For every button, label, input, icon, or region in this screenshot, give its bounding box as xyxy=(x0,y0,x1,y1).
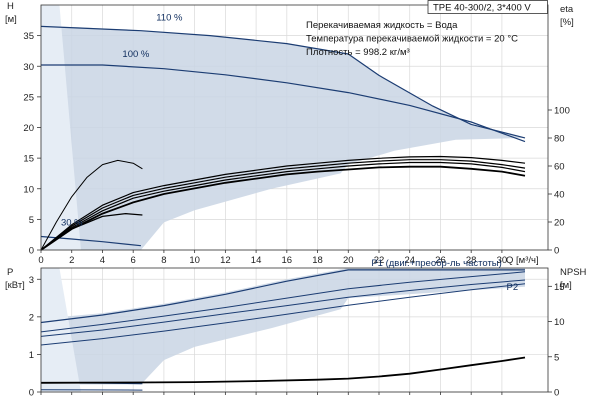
tick-label-x: 8 xyxy=(161,255,166,266)
tick-label-left: 20 xyxy=(23,123,34,134)
tick-label-x: 24 xyxy=(404,255,415,266)
curve-label: P1 (двиг.+преобр-ль частоты) xyxy=(371,258,501,269)
tick-label-left: 1 xyxy=(29,350,34,361)
tick-label-right: 20 xyxy=(554,218,565,229)
y-axis-unit-right: [м] xyxy=(560,280,572,291)
tick-label-x: 26 xyxy=(435,255,446,266)
tick-label-right: 0 xyxy=(554,388,559,399)
tick-label-x: 2 xyxy=(69,255,74,266)
series-line-1-2 xyxy=(40,279,526,337)
series-line-0-8 xyxy=(40,212,143,251)
tick-label-x: 22 xyxy=(374,255,385,266)
series-line-0-3 xyxy=(40,155,526,251)
tick-label-x: 18 xyxy=(312,255,323,266)
tick-label-x: 30 xyxy=(497,255,508,266)
title-box xyxy=(427,0,548,14)
y-axis-unit-left: [м] xyxy=(5,14,17,25)
chart-title: TPE 40-300/2, 3*400 V xyxy=(433,3,531,14)
series-line-0-5 xyxy=(40,161,526,251)
tick-label-left: 15 xyxy=(23,154,34,165)
tick-label-x: 4 xyxy=(100,255,105,266)
low-flow-region xyxy=(41,268,81,392)
tick-label-x: 0 xyxy=(38,255,43,266)
y-axis-label-right: eta xyxy=(560,4,574,15)
x-axis-label: Q [м³/ч] xyxy=(506,255,539,266)
tick-label-left: 25 xyxy=(23,92,34,103)
tick-label-left: 2 xyxy=(29,312,34,323)
series-line-1-0 xyxy=(40,269,525,324)
fluid-info-line: Температура перекачиваемой жидкости = 20… xyxy=(306,34,518,45)
tick-label-right: 100 xyxy=(554,106,570,117)
series-line-0-4 xyxy=(40,159,526,251)
y-axis-label-left: P xyxy=(7,267,13,278)
tick-label-right: 60 xyxy=(554,162,565,173)
tick-label-left: 35 xyxy=(23,31,34,42)
series-line-0-1 xyxy=(41,64,526,143)
curve-label: P2 xyxy=(507,282,519,293)
tick-label-left: 0 xyxy=(29,246,34,257)
tick-label-x: 28 xyxy=(466,255,477,266)
series-line-0-6 xyxy=(40,165,526,251)
series-line-0-7 xyxy=(40,159,143,251)
series-line-1-6 xyxy=(40,356,526,384)
y-axis-label-left: H xyxy=(7,1,14,12)
operating-region xyxy=(41,268,525,385)
y-axis-unit-right: [%] xyxy=(560,17,574,28)
tick-label-x: 16 xyxy=(282,255,293,266)
y-axis-unit-left: [кВт] xyxy=(5,280,25,291)
tick-label-right: 0 xyxy=(554,246,559,257)
tick-label-right: 10 xyxy=(554,317,565,328)
tick-label-x: 6 xyxy=(131,255,136,266)
tick-label-left: 5 xyxy=(29,215,34,226)
tick-label-left: 10 xyxy=(23,184,34,195)
plot-frame xyxy=(40,267,549,393)
fluid-info-line: Плотность = 998.2 кг/м³ xyxy=(306,47,410,58)
tick-label-right: 40 xyxy=(554,190,565,201)
tick-label-left: 0 xyxy=(29,388,34,399)
tick-label-x: 14 xyxy=(251,255,262,266)
tick-label-x: 12 xyxy=(220,255,231,266)
tick-label-x: 20 xyxy=(343,255,354,266)
series-line-1-1 xyxy=(40,271,526,333)
tick-label-right: 80 xyxy=(554,134,565,145)
curve-label: 100 % xyxy=(122,49,149,60)
tick-label-right: 5 xyxy=(554,352,559,363)
curve-label: 110 % xyxy=(156,12,183,23)
low-flow-region xyxy=(41,5,81,250)
tick-label-x: 10 xyxy=(189,255,200,266)
series-line-1-3 xyxy=(40,283,526,346)
fluid-info-line: Перекачиваемая жидкость = Вода xyxy=(306,20,458,31)
tick-label-right: 15 xyxy=(554,282,565,293)
tick-label-left: 3 xyxy=(29,275,34,286)
operating-region xyxy=(41,26,525,251)
tick-label-left: 30 xyxy=(23,62,34,73)
curve-label: 30 % xyxy=(61,218,83,229)
y-axis-label-right: NPSH xyxy=(560,267,587,278)
